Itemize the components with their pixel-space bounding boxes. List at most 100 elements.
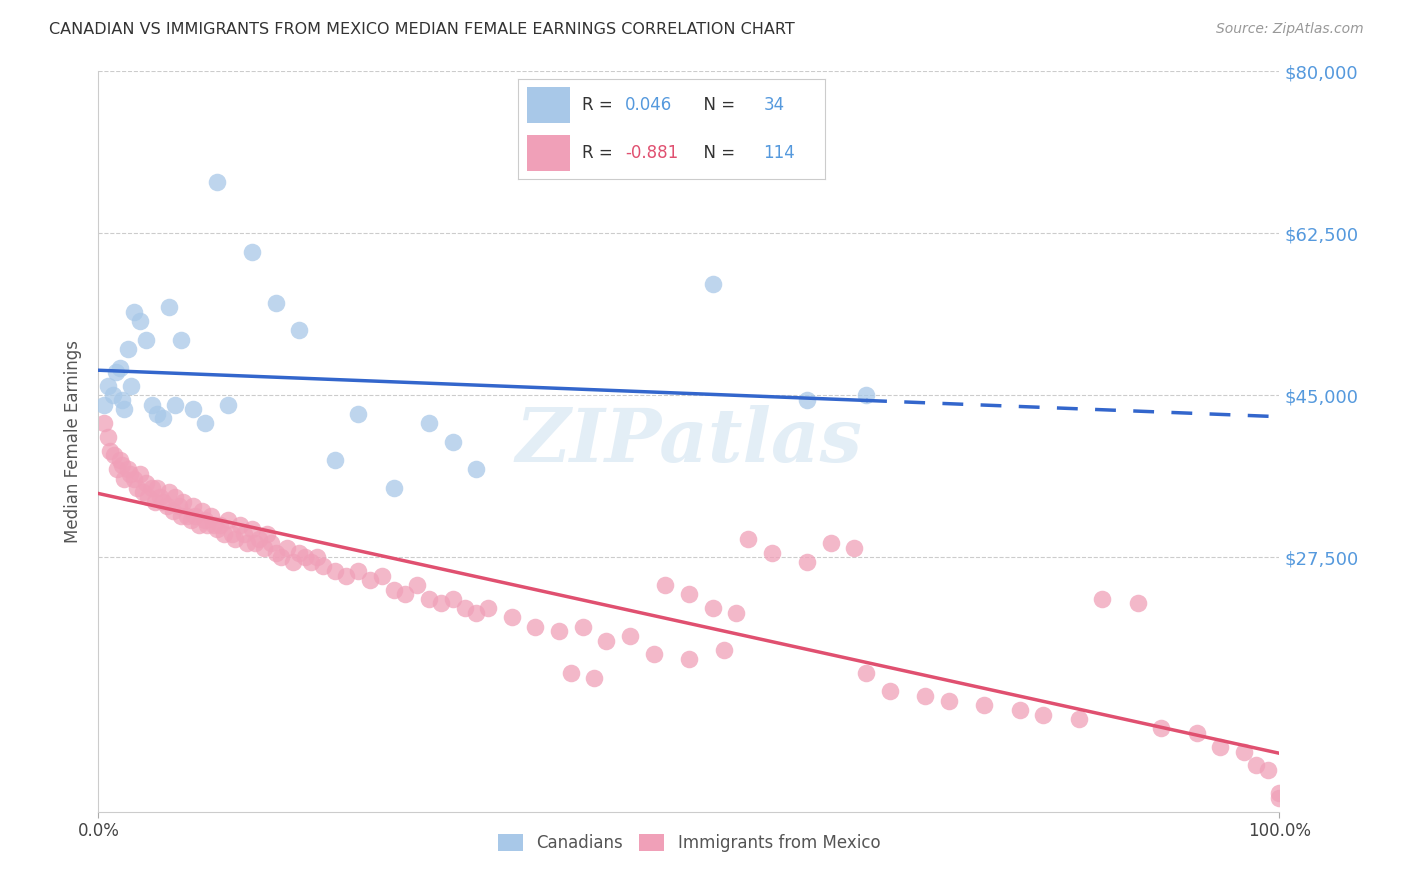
Point	[97, 379, 120, 393]
Point	[844, 541, 866, 555]
Point	[93, 416, 115, 430]
Point	[560, 665, 582, 680]
Point	[260, 536, 283, 550]
Point	[205, 175, 228, 190]
Point	[256, 527, 278, 541]
Point	[156, 500, 179, 514]
Point	[245, 536, 267, 550]
Point	[141, 398, 163, 412]
Point	[146, 481, 169, 495]
Text: CANADIAN VS IMMIGRANTS FROM MEXICO MEDIAN FEMALE EARNINGS CORRELATION CHART: CANADIAN VS IMMIGRANTS FROM MEXICO MEDIA…	[49, 22, 794, 37]
Point	[465, 606, 488, 620]
Point	[477, 601, 499, 615]
Point	[347, 407, 370, 421]
Point	[702, 601, 724, 615]
Point	[855, 665, 877, 680]
Point	[112, 471, 135, 485]
Point	[121, 379, 143, 393]
Point	[212, 527, 235, 541]
Point	[209, 517, 232, 532]
Point	[288, 324, 311, 338]
Point	[713, 642, 735, 657]
Point	[283, 555, 305, 569]
Point	[221, 527, 243, 541]
Point	[122, 305, 145, 319]
Point	[108, 360, 131, 375]
Point	[202, 517, 225, 532]
Point	[247, 532, 270, 546]
Y-axis label: Median Female Earnings: Median Female Earnings	[65, 340, 83, 543]
Point	[172, 494, 194, 508]
Point	[294, 550, 316, 565]
Point	[406, 578, 429, 592]
Point	[761, 545, 783, 560]
Point	[128, 467, 150, 481]
Point	[98, 443, 121, 458]
Point	[583, 671, 606, 685]
Point	[359, 574, 381, 588]
Point	[1126, 597, 1149, 611]
Point	[619, 629, 641, 643]
Point	[394, 587, 416, 601]
Point	[108, 453, 131, 467]
Point	[643, 648, 665, 662]
Point	[224, 532, 246, 546]
Point	[1244, 758, 1267, 772]
Point	[453, 601, 475, 615]
Point	[312, 559, 335, 574]
Point	[101, 388, 124, 402]
Point	[111, 392, 134, 407]
Point	[120, 467, 142, 481]
Point	[305, 550, 328, 565]
Point	[205, 523, 228, 537]
Point	[796, 555, 818, 569]
Point	[93, 398, 115, 412]
Point	[217, 513, 239, 527]
Point	[654, 578, 676, 592]
Point	[678, 587, 700, 601]
Point	[136, 490, 159, 504]
Point	[1008, 703, 1031, 717]
Point	[143, 494, 166, 508]
Point	[146, 407, 169, 421]
Point	[725, 606, 748, 620]
Point	[1268, 790, 1291, 805]
Point	[264, 545, 287, 560]
Point	[165, 398, 187, 412]
Point	[418, 591, 440, 606]
Point	[441, 591, 464, 606]
Point	[270, 550, 292, 565]
Point	[548, 624, 571, 639]
Point	[276, 541, 298, 555]
Point	[323, 453, 346, 467]
Point	[371, 568, 394, 582]
Point	[323, 564, 346, 578]
Point	[678, 652, 700, 666]
Point	[879, 684, 901, 698]
Point	[157, 485, 180, 500]
Point	[1032, 707, 1054, 722]
Point	[914, 689, 936, 703]
Point	[335, 568, 357, 582]
Point	[236, 536, 259, 550]
Point	[382, 582, 405, 597]
Point	[217, 398, 239, 412]
Point	[595, 633, 617, 648]
Point	[855, 388, 877, 402]
Point	[103, 449, 125, 463]
Point	[938, 694, 960, 708]
Point	[157, 301, 180, 315]
Point	[135, 333, 157, 347]
Point	[418, 416, 440, 430]
Point	[187, 517, 209, 532]
Point	[152, 411, 174, 425]
Point	[1150, 722, 1173, 736]
Point	[430, 597, 453, 611]
Point	[232, 527, 254, 541]
Point	[240, 523, 263, 537]
Point	[191, 504, 214, 518]
Point	[1257, 763, 1279, 777]
Point	[571, 619, 593, 633]
Point	[796, 392, 818, 407]
Point	[820, 536, 842, 550]
